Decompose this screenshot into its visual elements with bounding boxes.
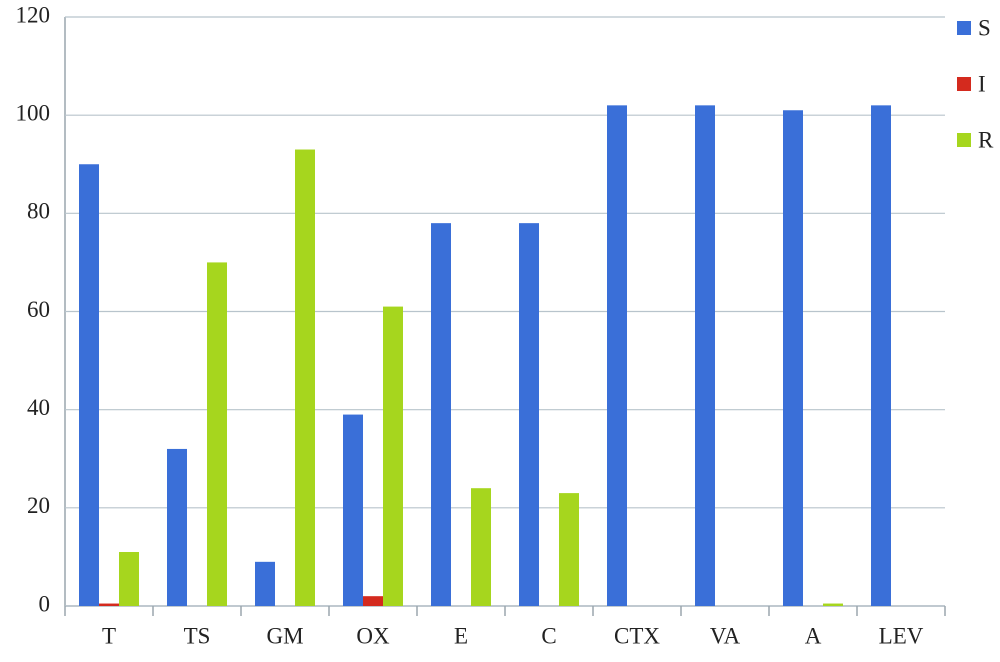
x-tick-label: LEV xyxy=(879,623,924,648)
y-tick-label: 80 xyxy=(27,199,50,224)
bar xyxy=(363,596,383,606)
bar xyxy=(255,561,275,606)
bar xyxy=(471,488,491,606)
bar xyxy=(119,552,139,606)
bar xyxy=(607,105,627,606)
legend-swatch xyxy=(957,77,971,91)
x-tick-label: VA xyxy=(710,623,741,648)
bar xyxy=(343,414,363,606)
legend-label: R xyxy=(978,127,994,152)
x-tick-label: A xyxy=(805,623,822,648)
y-tick-label: 100 xyxy=(16,100,51,125)
bar xyxy=(207,262,227,606)
y-tick-label: 20 xyxy=(27,493,50,518)
x-tick-label: CTX xyxy=(614,623,660,648)
legend-swatch xyxy=(957,133,971,147)
bar xyxy=(559,493,579,606)
bar xyxy=(823,603,843,606)
y-tick-label: 0 xyxy=(39,591,51,616)
bar xyxy=(519,223,539,606)
y-tick-label: 40 xyxy=(27,395,50,420)
bar xyxy=(431,223,451,606)
x-tick-label: OX xyxy=(356,623,390,648)
bar xyxy=(167,448,187,606)
bar xyxy=(295,149,315,606)
y-tick-label: 60 xyxy=(27,297,50,322)
x-tick-label: T xyxy=(102,623,116,648)
bar xyxy=(871,105,891,606)
bar xyxy=(695,105,715,606)
legend-swatch xyxy=(957,21,971,35)
bar xyxy=(383,306,403,606)
x-tick-label: GM xyxy=(266,623,303,648)
bar xyxy=(99,603,119,606)
x-tick-label: E xyxy=(454,623,468,648)
bar xyxy=(79,164,99,606)
legend-label: I xyxy=(978,71,986,96)
y-tick-label: 120 xyxy=(16,2,51,27)
x-tick-label: TS xyxy=(184,623,211,648)
bar xyxy=(783,110,803,606)
x-tick-label: C xyxy=(541,623,556,648)
legend-label: S xyxy=(978,15,991,40)
